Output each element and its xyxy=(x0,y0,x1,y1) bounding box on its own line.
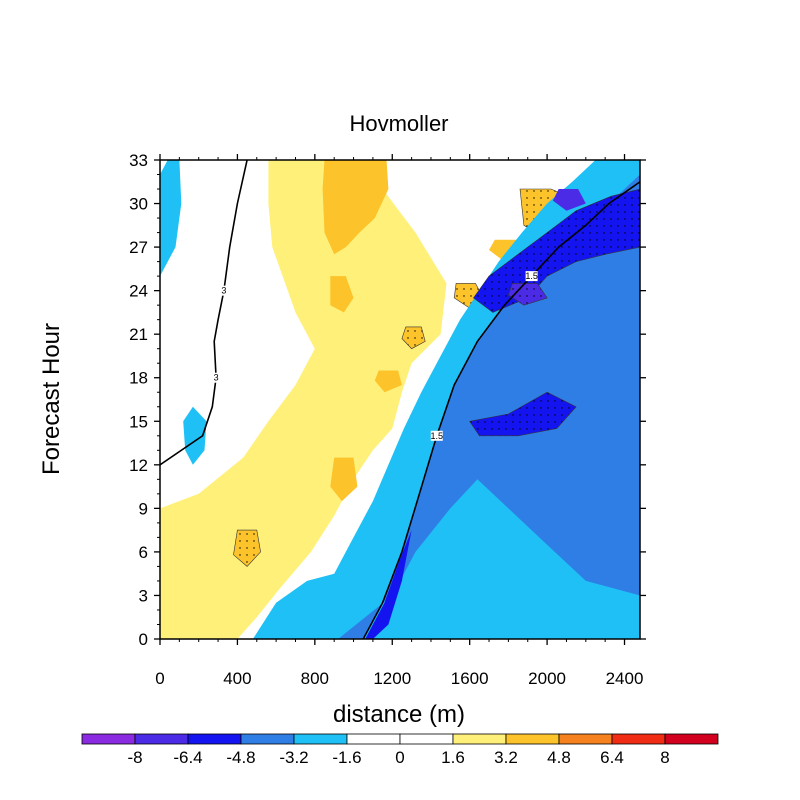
field-region xyxy=(183,406,207,465)
x-tick-label: 800 xyxy=(301,669,329,688)
y-tick-label: 27 xyxy=(129,238,148,257)
colorbar-swatch xyxy=(293,733,348,745)
x-tick-label: 2000 xyxy=(528,669,566,688)
contour-label-background xyxy=(525,271,538,282)
colorbar-label: -3.2 xyxy=(279,748,308,767)
contour-label-background xyxy=(210,372,223,383)
y-tick-label: 15 xyxy=(129,412,148,431)
contour-line xyxy=(160,160,248,466)
colorbar-swatch xyxy=(505,733,560,745)
colorbar-swatch xyxy=(81,733,136,745)
contour-label: 3 xyxy=(221,286,226,296)
y-tick-label: 33 xyxy=(129,151,148,170)
colorbar-label: -4.8 xyxy=(226,748,255,767)
field-region xyxy=(322,160,389,255)
field-region xyxy=(552,189,586,211)
x-tick-label: 400 xyxy=(223,669,251,688)
stippled-region xyxy=(233,529,261,567)
field-region xyxy=(160,160,447,639)
colorbar-swatch xyxy=(399,733,454,745)
colorbar-label: -6.4 xyxy=(173,748,202,767)
colorbar-label: 6.4 xyxy=(600,748,624,767)
y-tick-label: 18 xyxy=(129,369,148,388)
y-tick-label: 6 xyxy=(139,543,148,562)
contour-line xyxy=(362,181,640,639)
colorbar-swatch xyxy=(240,733,295,745)
contour-label: 1.5 xyxy=(431,431,444,441)
stippled-region xyxy=(469,391,577,437)
colorbar-swatch xyxy=(134,733,189,745)
contour-label-background xyxy=(217,285,230,296)
colorbar-swatch xyxy=(611,733,666,745)
y-axis-label: Forecast Hour xyxy=(38,323,65,475)
colorbar-label: -1.6 xyxy=(332,748,361,767)
colorbar-swatch xyxy=(558,733,613,745)
y-tick-label: 3 xyxy=(139,586,148,605)
stippled-region xyxy=(473,188,640,313)
field-region xyxy=(330,276,354,313)
field-region xyxy=(365,530,412,639)
colorbar-swatch xyxy=(452,733,507,745)
colorbar: -8 -6.4 -4.8 -3.2 -1.6 0 1.6 3.2 4.8 6.4 8 xyxy=(81,733,719,767)
contour-label: 3 xyxy=(214,373,219,383)
stippled-region xyxy=(401,326,426,350)
colorbar-label: 0 xyxy=(395,748,404,767)
x-tick-label: 0 xyxy=(155,669,164,688)
chart-title: Hovmoller xyxy=(349,111,448,136)
colorbar-label: 8 xyxy=(660,748,669,767)
field-region xyxy=(338,174,640,639)
plot-frame xyxy=(159,159,641,640)
colorbar-label: -8 xyxy=(127,748,142,767)
contour-label: 1.5 xyxy=(525,271,538,281)
colorbar-swatch xyxy=(346,733,401,745)
y-tick-label: 0 xyxy=(139,630,148,649)
y-tick-label: 30 xyxy=(129,195,148,214)
colorbar-label: 4.8 xyxy=(547,748,571,767)
x-tick-label: 1600 xyxy=(451,669,489,688)
contour-lines: 3 3 1.5 1.5 xyxy=(160,160,640,639)
colorbar-swatch xyxy=(664,733,719,745)
plot-area: 3 3 1.5 1.5 xyxy=(159,159,641,640)
stippled-region xyxy=(508,283,548,306)
field-region xyxy=(330,457,358,502)
field-region xyxy=(374,370,402,393)
filled-contour-regions xyxy=(160,160,640,639)
colorbar-label: 1.6 xyxy=(441,748,465,767)
x-axis-label: distance (m) xyxy=(333,701,465,728)
colorbar-label: 3.2 xyxy=(494,748,518,767)
contour-label-background xyxy=(430,430,443,441)
field-region xyxy=(160,160,182,277)
x-axis-ticks: 0 400 800 1200 1600 2000 2400 xyxy=(155,154,643,688)
y-tick-label: 24 xyxy=(129,282,148,301)
x-tick-label: 2400 xyxy=(606,669,644,688)
x-tick-label: 1200 xyxy=(373,669,411,688)
colorbar-swatch xyxy=(187,733,242,745)
y-tick-label: 21 xyxy=(129,325,148,344)
y-tick-label: 12 xyxy=(129,456,148,475)
y-tick-label: 9 xyxy=(139,499,148,518)
